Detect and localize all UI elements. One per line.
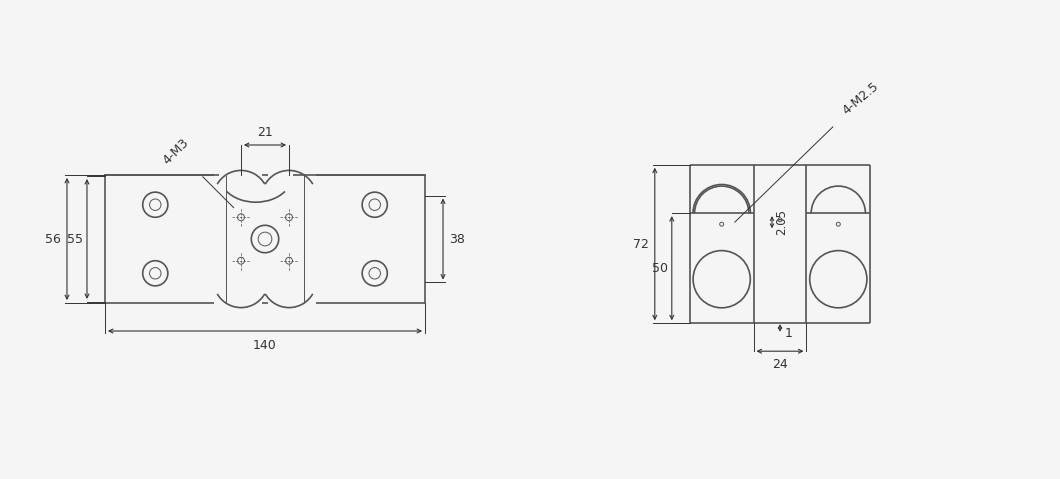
Text: 72: 72 — [633, 238, 649, 251]
Text: 140: 140 — [253, 339, 277, 352]
Text: 1: 1 — [785, 328, 793, 341]
Text: 55: 55 — [67, 232, 83, 246]
Text: 2.05: 2.05 — [775, 209, 788, 235]
Text: 50: 50 — [652, 262, 668, 274]
Text: 24: 24 — [772, 358, 788, 371]
Text: 38: 38 — [449, 232, 465, 246]
Text: 4-M2.5: 4-M2.5 — [840, 79, 881, 117]
Text: 4-M3: 4-M3 — [160, 136, 191, 167]
Text: 56: 56 — [46, 232, 61, 246]
Text: 21: 21 — [258, 126, 272, 139]
